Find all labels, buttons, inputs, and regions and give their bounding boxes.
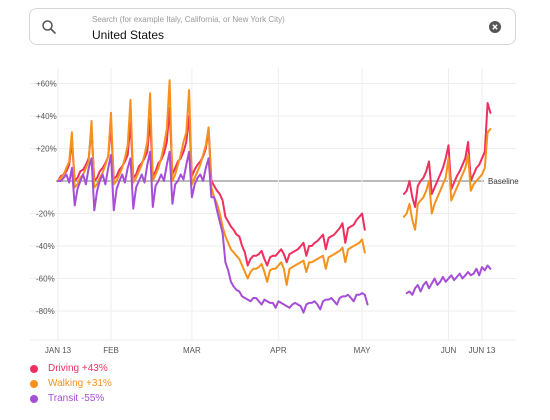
walking-line [402,128,492,231]
x-tick-label: FEB [103,346,119,355]
x-tick-label: JAN 13 [45,346,72,355]
clear-icon[interactable] [489,21,501,33]
y-tick-label: -60% [36,275,55,284]
driving-line [402,102,492,208]
x-tick-label: APR [270,346,287,355]
x-tick-label: JUN [441,346,457,355]
y-tick-label: -20% [36,210,55,219]
legend-label-driving: Driving +43% [48,363,108,374]
search-input[interactable]: United States [92,28,165,42]
x-tick-label: JUN 13 [469,346,496,355]
y-axis: +60% +40% +20% Baseline -20% -40% -60% -80% [36,80,519,317]
y-tick-label: +40% [36,112,57,121]
transit-line [405,264,492,296]
search-box[interactable]: Search (for example Italy, California, o… [29,8,516,45]
legend-label-transit: Transit -55% [48,393,105,404]
chart-series [57,79,492,314]
x-axis: JAN 13 FEB MAR APR MAY JUN JUN 13 [45,346,496,355]
y-tick-label: -80% [36,307,55,316]
transit-dot-icon [30,395,38,403]
x-tick-label: MAR [183,346,201,355]
mobility-chart: +60% +40% +20% Baseline -20% -40% -60% -80% JAN… [30,68,519,355]
walking-dot-icon [30,380,38,388]
driving-dot-icon [30,365,38,373]
chart-grid [30,68,516,341]
transit-line [57,150,369,314]
y-tick-label: -40% [36,242,55,251]
search-placeholder: Search (for example Italy, California, o… [92,15,285,24]
y-tick-label: +20% [36,145,57,154]
legend-label-walking: Walking +31% [48,378,112,389]
baseline-label: Baseline [488,177,519,186]
y-tick-label: +60% [36,80,57,89]
search-icon [42,20,56,34]
x-tick-label: MAY [354,346,371,355]
